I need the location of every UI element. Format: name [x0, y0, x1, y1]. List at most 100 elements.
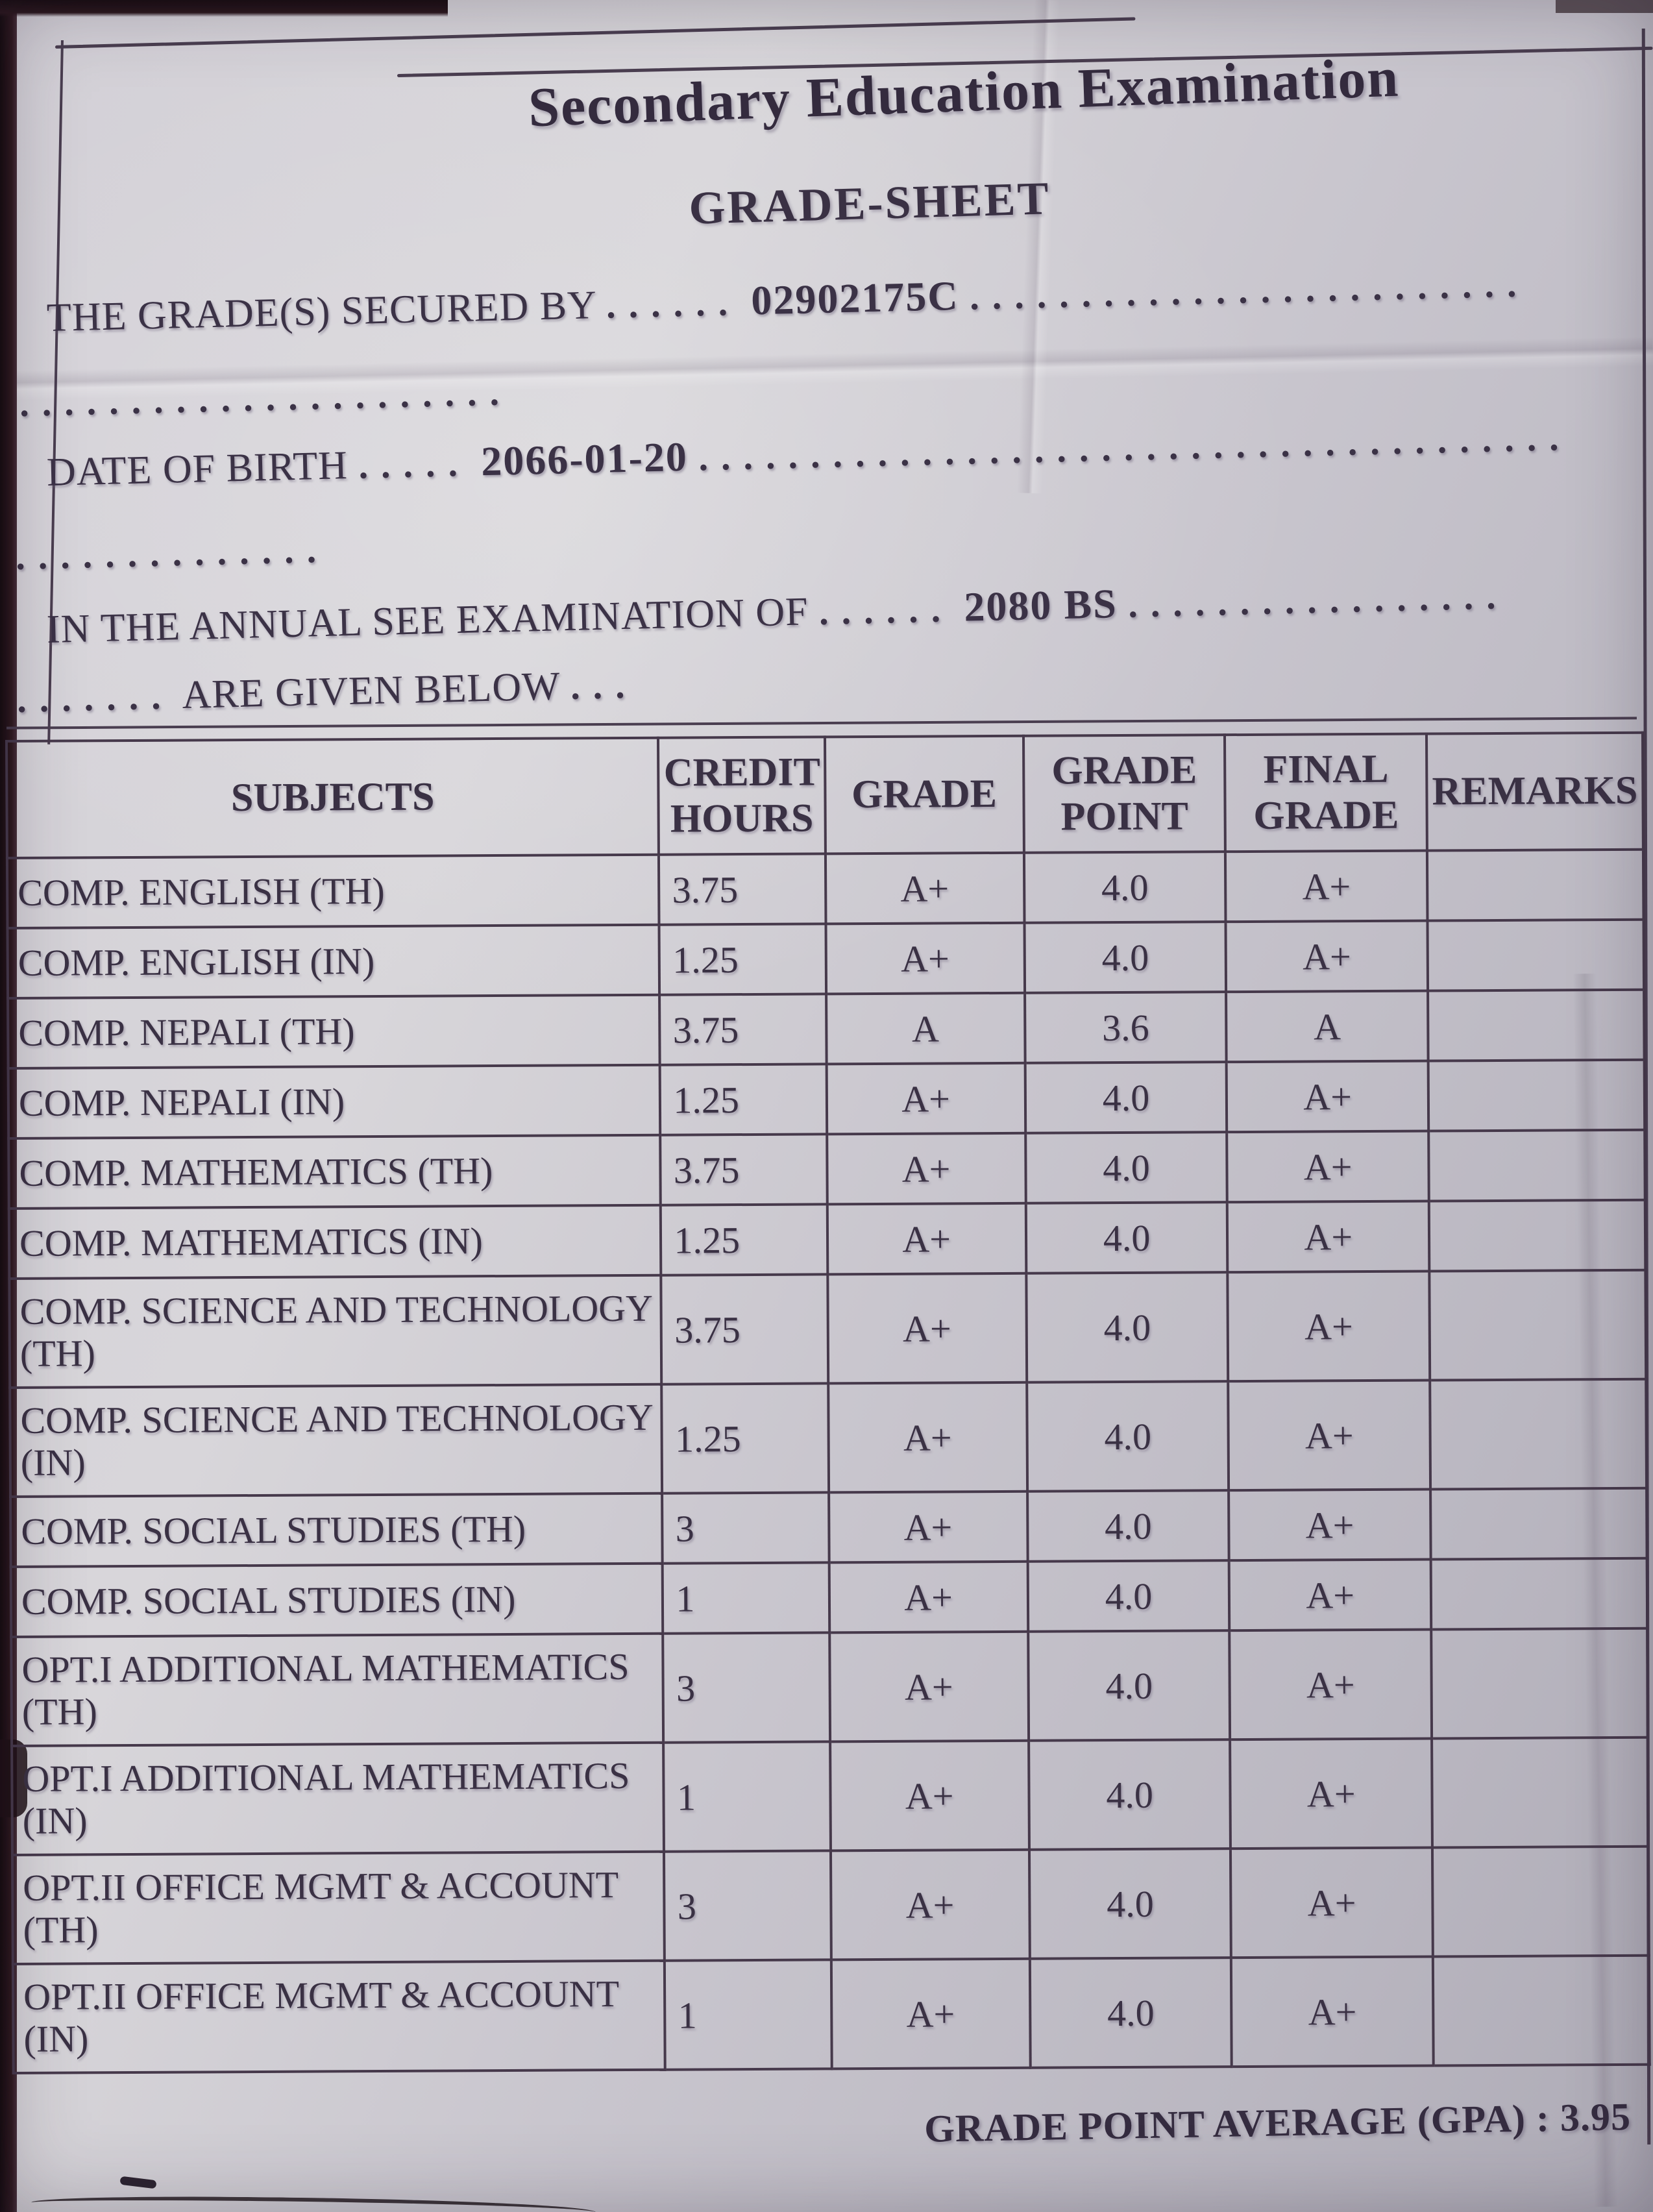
remarks-cell — [1432, 1955, 1650, 2066]
grade-cell: A+ — [827, 1382, 1027, 1493]
final-grade-cell: A+ — [1230, 1738, 1433, 1849]
dotted-leader: .............. — [15, 528, 330, 578]
final-grade-cell: A+ — [1227, 1271, 1430, 1382]
subject-cell: OPT.II OFFICE MGMT & ACCOUNT (IN) — [12, 1960, 666, 2073]
table-row: COMP. NEPALI (IN) 1.25 A+ 4.0 A+ — [8, 1059, 1645, 1138]
header-grade: GRADE — [824, 735, 1024, 854]
dotted-leader: ....... — [16, 674, 175, 720]
remarks-cell — [1428, 1059, 1645, 1131]
grade-cell: A+ — [826, 1063, 1025, 1135]
remarks-cell — [1428, 989, 1645, 1061]
subject-cell: COMP. ENGLISH (TH) — [6, 854, 659, 928]
grades-table: SUBJECTS CREDIT HOURS GRADE GRADE POINT … — [5, 731, 1651, 2074]
grade-point-cell: 4.0 — [1026, 1272, 1229, 1382]
remarks-cell — [1426, 849, 1644, 921]
grade-cell: A+ — [827, 1203, 1027, 1275]
grade-point-cell: 4.0 — [1029, 1958, 1232, 2068]
dotted-leader: ..... — [358, 441, 471, 487]
grade-point-cell: 4.0 — [1023, 852, 1226, 923]
subject-cell: COMP. SCIENCE AND TECHNOLOGY (IN) — [10, 1384, 663, 1497]
dotted-leader: ... — [570, 663, 639, 707]
credit-hours-cell: 1.25 — [659, 924, 826, 995]
subject-cell: COMP. ENGLISH (IN) — [7, 924, 660, 998]
grade-point-cell: 4.0 — [1027, 1630, 1231, 1741]
final-grade-cell: A+ — [1229, 1629, 1432, 1740]
declaration-label: DATE OF BIRTH — [46, 443, 349, 495]
subject-cell: COMP. NEPALI (IN) — [8, 1064, 661, 1138]
final-grade-cell: A+ — [1227, 1061, 1429, 1133]
header-grade-point: GRADE POINT — [1023, 735, 1226, 853]
credit-hours-cell: 1.25 — [661, 1204, 827, 1275]
grade-cell: A+ — [831, 1958, 1031, 2069]
credit-hours-cell: 1 — [663, 1741, 831, 1852]
credit-hours-cell: 3.75 — [660, 1134, 827, 1205]
remarks-cell — [1430, 1558, 1648, 1630]
declaration-label: ARE GIVEN BELOW — [181, 664, 561, 717]
credit-hours-cell: 3.75 — [659, 854, 826, 925]
paper-sheet — [13, 0, 1653, 2212]
student-symbol-number: 02902175C — [750, 272, 960, 324]
credit-hours-cell: 1.25 — [660, 1064, 827, 1135]
grade-point-cell: 4.0 — [1026, 1381, 1229, 1492]
subject-cell: COMP. SCIENCE AND TECHNOLOGY (TH) — [9, 1275, 662, 1388]
header-credit-hours: CREDIT HOURS — [658, 737, 826, 855]
grade-point-cell: 4.0 — [1027, 1560, 1230, 1632]
final-grade-cell: A — [1226, 990, 1428, 1063]
table-header-row: SUBJECTS CREDIT HOURS GRADE GRADE POINT … — [6, 732, 1643, 858]
credit-hours-cell: 1.25 — [661, 1383, 829, 1493]
dotted-leader: ...... — [606, 280, 741, 326]
final-grade-cell: A+ — [1225, 850, 1428, 922]
final-grade-cell: A+ — [1227, 1131, 1429, 1203]
grade-point-cell: 4.0 — [1028, 1739, 1231, 1850]
table-row: COMP. MATHEMATICS (TH) 3.75 A+ 4.0 A+ — [8, 1129, 1645, 1209]
table-row: COMP. NEPALI (TH) 3.75 A 3.6 A — [8, 989, 1645, 1068]
table-row: OPT.I ADDITIONAL MATHEMATICS (IN) 1 A+ 4… — [12, 1737, 1648, 1855]
grade-cell: A+ — [826, 922, 1025, 994]
grade-point-cell: 4.0 — [1025, 1202, 1228, 1273]
table-row: COMP. SCIENCE AND TECHNOLOGY (IN) 1.25 A… — [10, 1379, 1647, 1497]
grade-point-cell: 4.0 — [1025, 1062, 1227, 1133]
subject-cell: COMP. SOCIAL STUDIES (IN) — [10, 1563, 663, 1637]
remarks-cell — [1427, 919, 1645, 991]
final-grade-cell: A+ — [1225, 920, 1428, 992]
remarks-cell — [1430, 1379, 1647, 1490]
subject-cell: OPT.I ADDITIONAL MATHEMATICS (TH) — [11, 1633, 664, 1746]
photo-edge-top-right — [1556, 0, 1653, 13]
photo-edge-left — [0, 0, 17, 2212]
table-row: COMP. ENGLISH (IN) 1.25 A+ 4.0 A+ — [7, 919, 1645, 998]
credit-hours-cell: 3.75 — [661, 1274, 828, 1384]
grade-point-cell: 4.0 — [1024, 922, 1227, 993]
final-grade-cell: A+ — [1229, 1489, 1431, 1561]
credit-hours-cell: 3.75 — [659, 994, 827, 1065]
grade-cell: A+ — [827, 1273, 1027, 1384]
final-grade-cell: A+ — [1227, 1201, 1430, 1273]
subject-cell: COMP. MATHEMATICS (TH) — [8, 1135, 661, 1209]
dotted-leader: ...... — [818, 587, 954, 633]
subject-cell: OPT.I ADDITIONAL MATHEMATICS (IN) — [12, 1742, 665, 1855]
header-subjects: SUBJECTS — [6, 737, 659, 858]
remarks-cell — [1432, 1737, 1648, 1848]
exam-year-value: 2080 BS — [963, 580, 1118, 630]
grade-cell: A+ — [826, 1133, 1026, 1205]
subject-cell: OPT.II OFFICE MGMT & ACCOUNT (TH) — [12, 1851, 665, 1964]
final-grade-cell: A+ — [1231, 1956, 1434, 2067]
grade-cell: A — [826, 992, 1025, 1064]
grade-cell: A+ — [825, 852, 1025, 924]
grade-point-cell: 4.0 — [1025, 1132, 1228, 1203]
final-grade-cell: A+ — [1229, 1559, 1432, 1631]
grade-point-cell: 3.6 — [1024, 992, 1227, 1063]
subject-cell: COMP. NEPALI (TH) — [8, 994, 661, 1068]
dotted-leader: ................. — [1127, 574, 1510, 626]
credit-hours-cell: 3 — [663, 1632, 830, 1743]
header-remarks: REMARKS — [1426, 732, 1643, 851]
remarks-cell — [1431, 1628, 1648, 1739]
credit-hours-cell: 3 — [664, 1850, 831, 1961]
table-row: COMP. SCIENCE AND TECHNOLOGY (TH) 3.75 A… — [9, 1270, 1647, 1388]
grade-point-cell: 4.0 — [1027, 1490, 1230, 1562]
credit-hours-cell: 1 — [663, 1562, 829, 1634]
table-row: OPT.II OFFICE MGMT & ACCOUNT (IN) 1 A+ 4… — [12, 1955, 1650, 2073]
credit-hours-cell: 3 — [662, 1492, 829, 1564]
remarks-cell — [1432, 1846, 1649, 1957]
grade-cell: A+ — [829, 1631, 1029, 1742]
